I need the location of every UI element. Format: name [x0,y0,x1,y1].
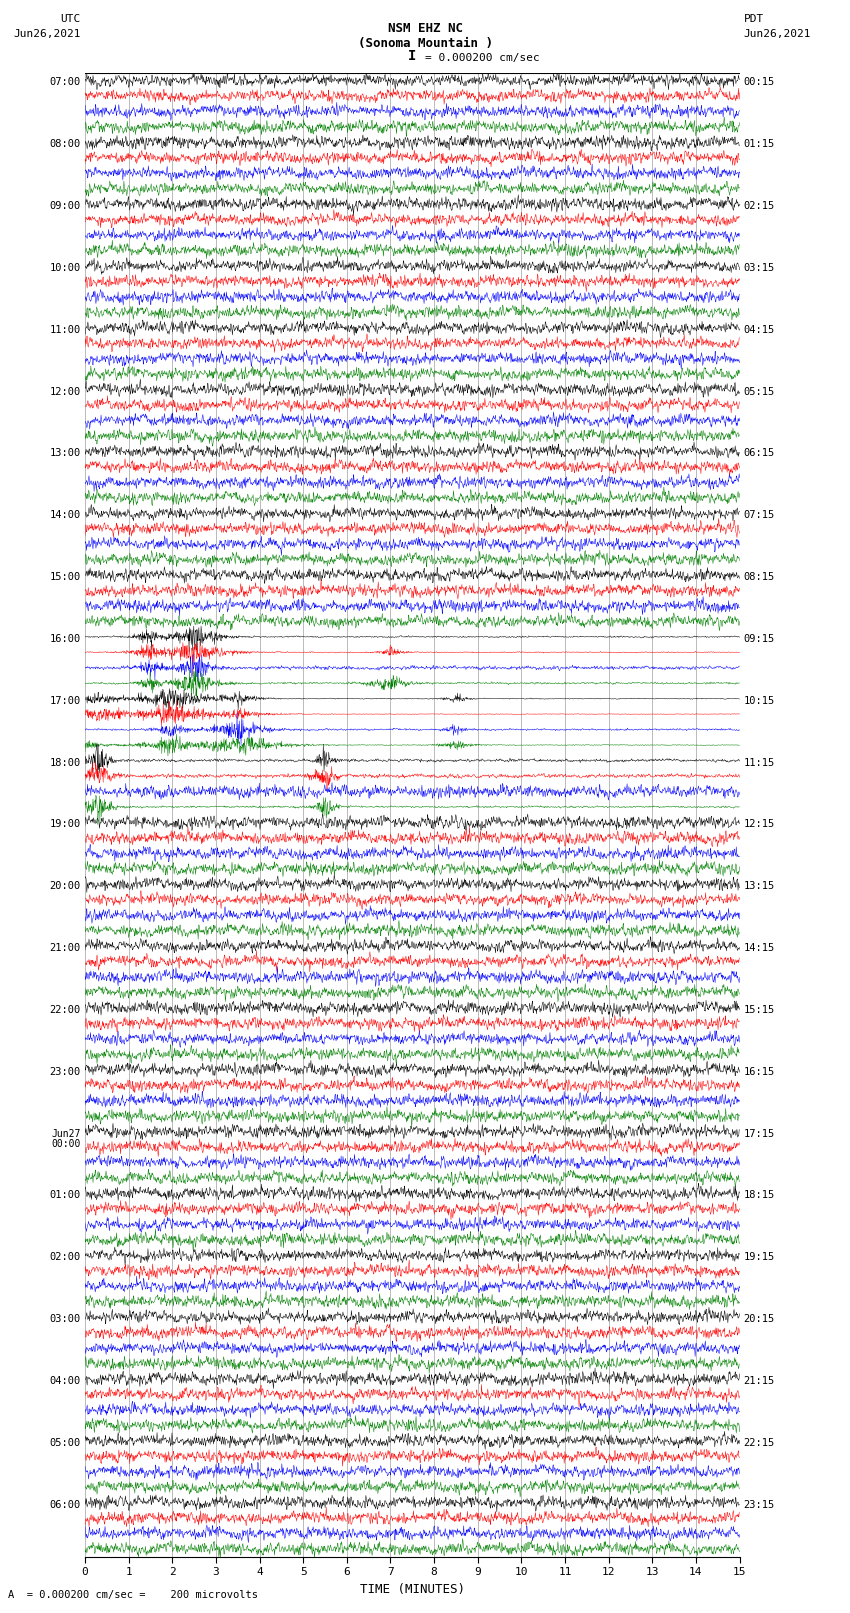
Text: UTC: UTC [60,15,81,24]
Text: 07:15: 07:15 [744,510,775,521]
Text: I: I [408,48,416,63]
Text: 08:15: 08:15 [744,573,775,582]
Text: 06:15: 06:15 [744,448,775,458]
Text: 17:15: 17:15 [744,1129,775,1139]
Text: 05:00: 05:00 [49,1437,81,1448]
Text: NSM EHZ NC: NSM EHZ NC [388,23,462,35]
Text: 23:00: 23:00 [49,1066,81,1077]
Text: 07:00: 07:00 [49,77,81,87]
Text: 17:00: 17:00 [49,695,81,706]
Text: 12:00: 12:00 [49,387,81,397]
Text: 16:00: 16:00 [49,634,81,644]
Text: 00:15: 00:15 [744,77,775,87]
Text: 10:00: 10:00 [49,263,81,273]
Text: 11:00: 11:00 [49,324,81,336]
Text: 05:15: 05:15 [744,387,775,397]
Text: 18:00: 18:00 [49,758,81,768]
Text: 01:00: 01:00 [49,1190,81,1200]
Text: 06:00: 06:00 [49,1500,81,1510]
Text: 21:00: 21:00 [49,944,81,953]
Text: Jun27
00:00: Jun27 00:00 [51,1129,81,1150]
Text: Jun26,2021: Jun26,2021 [744,29,811,39]
Text: 14:15: 14:15 [744,944,775,953]
Text: 12:15: 12:15 [744,819,775,829]
Text: 19:15: 19:15 [744,1252,775,1263]
Text: 02:00: 02:00 [49,1252,81,1263]
Text: 09:00: 09:00 [49,202,81,211]
Text: 15:15: 15:15 [744,1005,775,1015]
Text: 22:15: 22:15 [744,1437,775,1448]
Text: 11:15: 11:15 [744,758,775,768]
Text: 13:15: 13:15 [744,881,775,892]
Text: 23:15: 23:15 [744,1500,775,1510]
Text: = 0.000200 cm/sec: = 0.000200 cm/sec [425,53,540,63]
Text: 21:15: 21:15 [744,1376,775,1386]
X-axis label: TIME (MINUTES): TIME (MINUTES) [360,1582,465,1595]
Text: 03:15: 03:15 [744,263,775,273]
Text: 01:15: 01:15 [744,139,775,150]
Text: 16:15: 16:15 [744,1066,775,1077]
Text: 10:15: 10:15 [744,695,775,706]
Text: 20:15: 20:15 [744,1315,775,1324]
Text: A  = 0.000200 cm/sec =    200 microvolts: A = 0.000200 cm/sec = 200 microvolts [8,1590,258,1600]
Text: 13:00: 13:00 [49,448,81,458]
Text: 18:15: 18:15 [744,1190,775,1200]
Text: 09:15: 09:15 [744,634,775,644]
Text: Jun26,2021: Jun26,2021 [14,29,81,39]
Text: 14:00: 14:00 [49,510,81,521]
Text: 08:00: 08:00 [49,139,81,150]
Text: 15:00: 15:00 [49,573,81,582]
Text: PDT: PDT [744,15,764,24]
Text: 03:00: 03:00 [49,1315,81,1324]
Text: 02:15: 02:15 [744,202,775,211]
Text: 20:00: 20:00 [49,881,81,892]
Text: 19:00: 19:00 [49,819,81,829]
Text: 22:00: 22:00 [49,1005,81,1015]
Text: (Sonoma Mountain ): (Sonoma Mountain ) [358,37,492,50]
Text: 04:00: 04:00 [49,1376,81,1386]
Text: 04:15: 04:15 [744,324,775,336]
